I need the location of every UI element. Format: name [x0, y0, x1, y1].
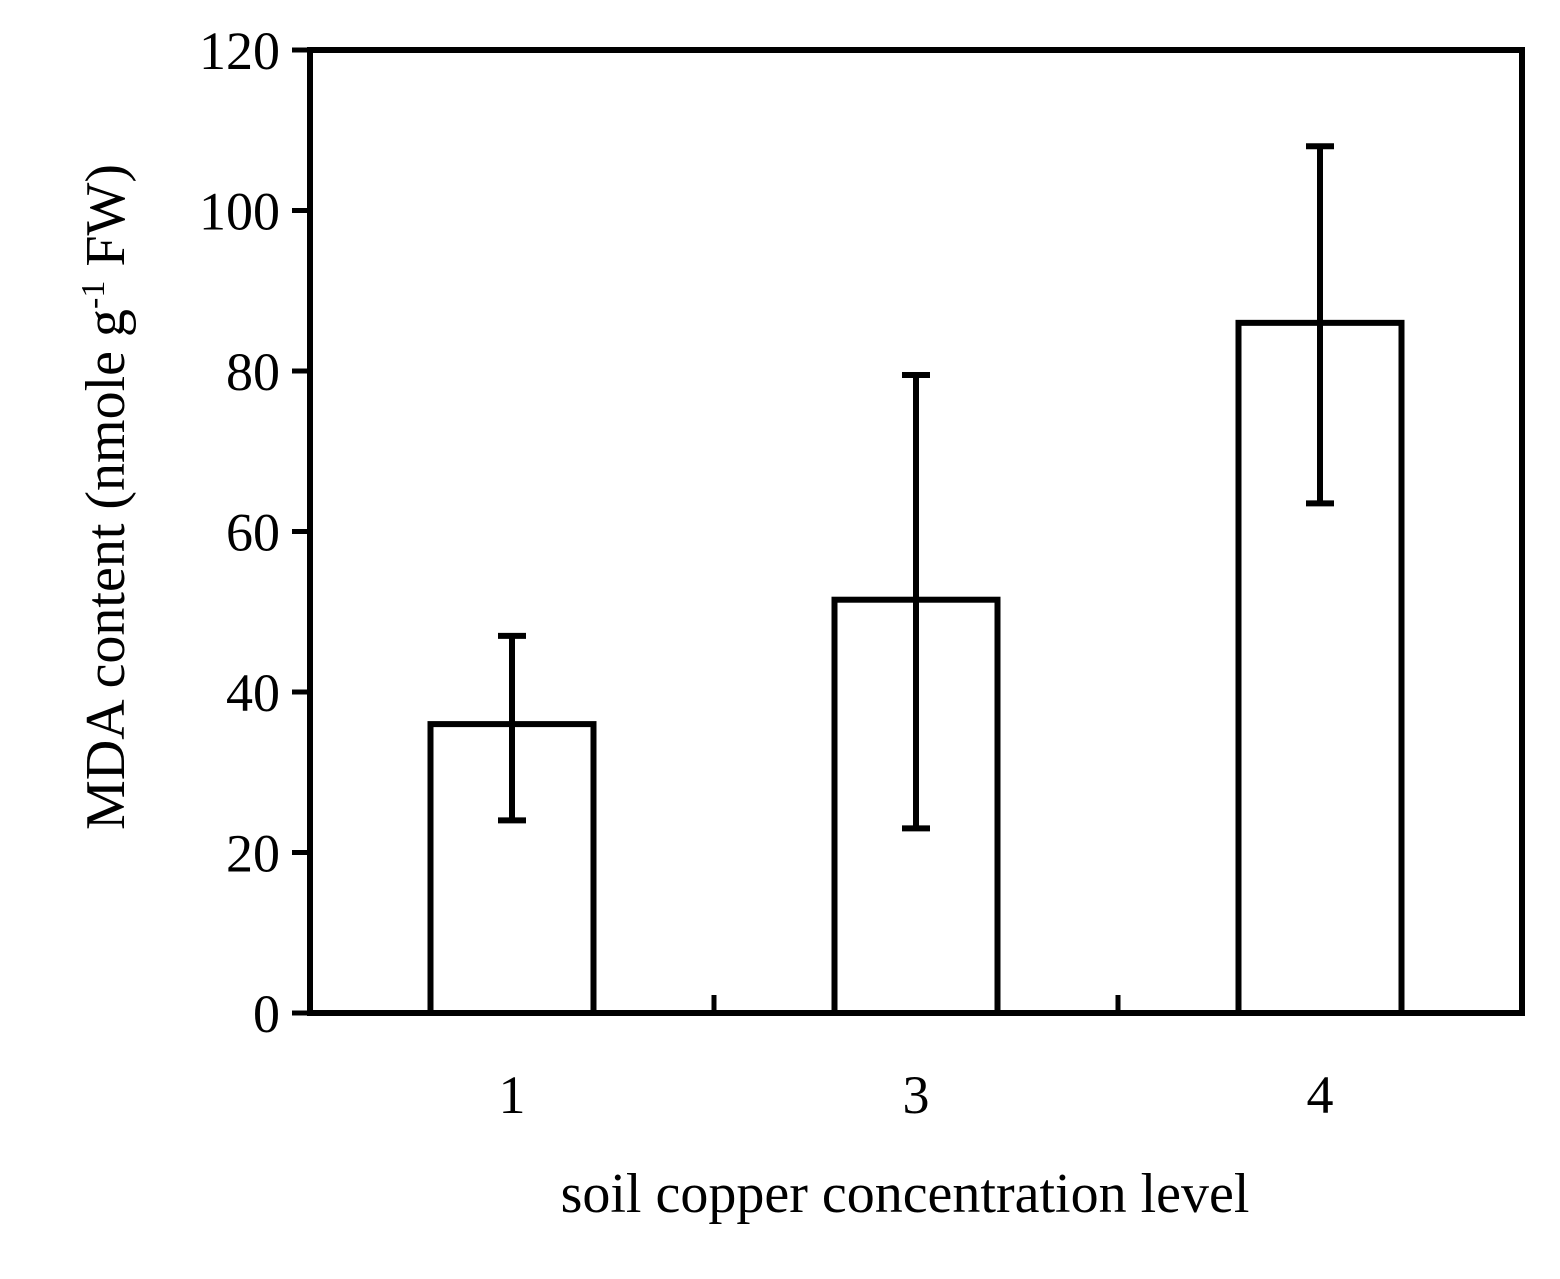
y-tick-label: 80 — [226, 342, 280, 402]
y-axis-title: MDA content (nmole g-1 FW) — [75, 164, 137, 830]
x-tick-label: 4 — [1307, 1065, 1334, 1125]
x-tick-label: 3 — [903, 1065, 930, 1125]
y-axis-title-main: MDA content (nmole g — [75, 309, 137, 830]
y-tick-label: 0 — [253, 984, 280, 1044]
error-bars-group — [498, 143, 1334, 832]
x-axis-ticks: 1 3 4 — [499, 995, 1334, 1125]
y-axis-title-unit: FW) — [75, 164, 137, 281]
y-axis-ticks: 0 20 40 60 80 100 120 — [199, 21, 310, 1044]
y-tick-label: 120 — [199, 21, 280, 81]
y-tick-label: 100 — [199, 182, 280, 242]
y-tick-label: 20 — [226, 824, 280, 884]
plot-frame — [307, 47, 1525, 1016]
x-tick-label: 1 — [499, 1065, 526, 1125]
x-axis-title: soil copper concentration level — [561, 1163, 1250, 1225]
y-tick-label: 40 — [226, 663, 280, 723]
y-axis-title-superscript: -1 — [75, 281, 112, 309]
y-tick-label: 60 — [226, 503, 280, 563]
